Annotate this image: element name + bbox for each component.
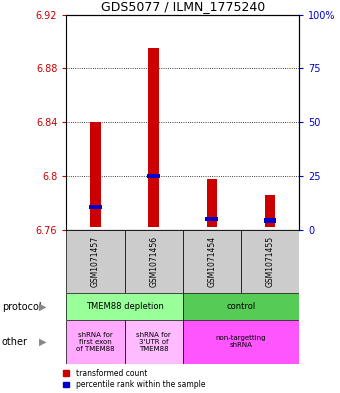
Bar — [241, 230, 299, 293]
Text: TMEM88 depletion: TMEM88 depletion — [86, 302, 164, 311]
Bar — [265, 195, 275, 227]
Bar — [124, 320, 183, 364]
Text: protocol: protocol — [2, 301, 41, 312]
Text: GSM1071455: GSM1071455 — [266, 236, 275, 287]
Bar — [205, 217, 218, 221]
Bar — [183, 320, 299, 364]
Text: GSM1071457: GSM1071457 — [91, 236, 100, 287]
Title: GDS5077 / ILMN_1775240: GDS5077 / ILMN_1775240 — [101, 0, 265, 13]
Bar — [66, 320, 124, 364]
Bar — [148, 48, 159, 227]
Text: GSM1071456: GSM1071456 — [149, 236, 158, 287]
Bar — [183, 230, 241, 293]
Text: shRNA for
first exon
of TMEM88: shRNA for first exon of TMEM88 — [76, 332, 115, 352]
Text: ▶: ▶ — [39, 301, 47, 312]
Bar — [89, 205, 102, 209]
Text: non-targetting
shRNA: non-targetting shRNA — [216, 335, 266, 349]
Legend: transformed count, percentile rank within the sample: transformed count, percentile rank withi… — [63, 369, 205, 389]
Bar — [147, 174, 160, 178]
Bar — [66, 230, 124, 293]
Text: control: control — [226, 302, 256, 311]
Bar — [264, 219, 276, 222]
Bar — [66, 293, 183, 320]
Bar — [183, 293, 299, 320]
Text: ▶: ▶ — [39, 337, 47, 347]
Bar — [207, 179, 217, 227]
Bar — [90, 122, 101, 227]
Bar — [124, 230, 183, 293]
Text: GSM1071454: GSM1071454 — [207, 236, 216, 287]
Text: other: other — [2, 337, 28, 347]
Text: shRNA for
3'UTR of
TMEM88: shRNA for 3'UTR of TMEM88 — [136, 332, 171, 352]
